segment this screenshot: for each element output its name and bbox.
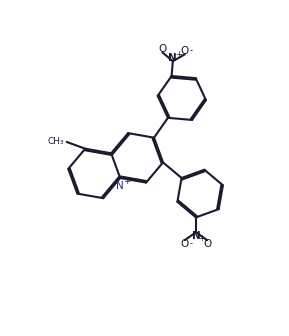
Text: O: O xyxy=(181,239,189,249)
Text: +: + xyxy=(198,234,205,243)
Text: CH₃: CH₃ xyxy=(48,137,64,146)
Text: +: + xyxy=(175,50,182,59)
Text: O: O xyxy=(181,46,189,56)
Text: -: - xyxy=(190,46,192,55)
Text: N: N xyxy=(192,231,200,241)
Text: +: + xyxy=(123,177,130,186)
Text: -: - xyxy=(190,239,192,248)
Text: O: O xyxy=(158,44,166,54)
Text: N: N xyxy=(168,53,177,63)
Text: O: O xyxy=(203,239,211,249)
Text: N: N xyxy=(116,181,124,191)
